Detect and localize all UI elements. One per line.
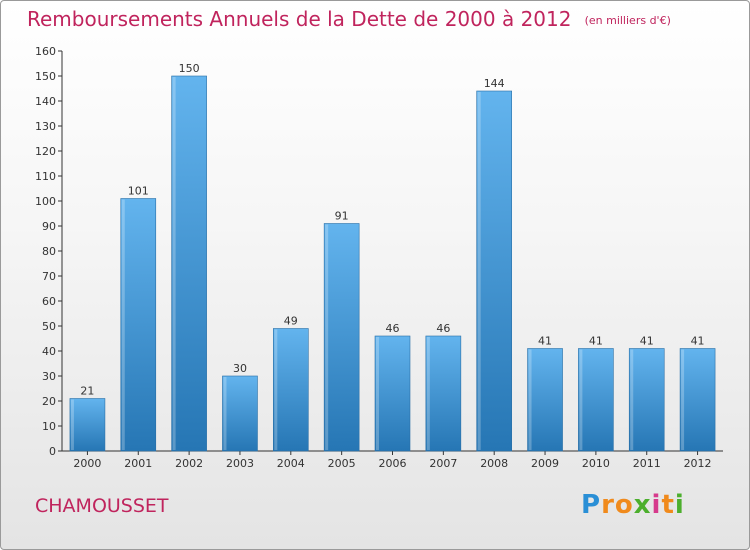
bar-highlight — [579, 349, 583, 450]
x-tick-label-2006: 2006 — [379, 457, 407, 470]
y-tick-label: 60 — [42, 295, 56, 308]
axis-layer: 0 10 20 30 40 50 60 70 80 90 100 110 120 130 140 150 160… — [35, 45, 723, 470]
brand-letter: t — [661, 490, 675, 520]
brand-letter: i — [674, 490, 685, 520]
y-tick-label: 70 — [42, 270, 56, 283]
data-label-2006: 46 — [386, 322, 400, 335]
chart-title: Remboursements Annuels de la Dette de 20… — [27, 7, 572, 31]
data-label-2001: 101 — [128, 185, 149, 198]
bar-2006 — [374, 335, 411, 452]
data-label-2011: 41 — [640, 335, 654, 348]
y-tick-label: 10 — [42, 420, 56, 433]
x-tick-label-2005: 2005 — [328, 457, 356, 470]
bar-highlight — [477, 92, 481, 450]
place-name: CHAMOUSSET — [35, 495, 169, 517]
y-tick-label: 90 — [42, 220, 56, 233]
bar-2001 — [120, 198, 157, 452]
y-tick-label: 150 — [35, 70, 56, 83]
x-tick-label-2001: 2001 — [124, 457, 152, 470]
x-tick-label-2007: 2007 — [429, 457, 457, 470]
bar-highlight — [274, 329, 278, 450]
brand-logo: Proxiti — [581, 490, 685, 520]
y-tick-label: 160 — [35, 45, 56, 58]
title-row: Remboursements Annuels de la Dette de 20… — [27, 7, 671, 31]
data-label-2012: 41 — [691, 335, 705, 348]
bar-highlight — [528, 349, 532, 450]
bar-highlight — [681, 349, 685, 450]
x-tick-label-2010: 2010 — [582, 457, 610, 470]
bar-2005 — [323, 223, 360, 452]
bar-2010 — [578, 348, 614, 452]
data-label-2003: 30 — [233, 362, 247, 375]
data-label-2002: 150 — [179, 62, 200, 75]
y-tick-label: 120 — [35, 145, 56, 158]
data-label-2010: 41 — [589, 335, 603, 348]
data-label-2005: 91 — [335, 210, 349, 223]
chart-subtitle: (en milliers d'€) — [584, 14, 671, 27]
y-tick-label: 100 — [35, 195, 56, 208]
bar-highlight — [70, 399, 74, 450]
bar-highlight — [325, 224, 329, 450]
bar-highlight — [376, 337, 379, 450]
bar-2000 — [69, 398, 106, 452]
bar-2002 — [171, 75, 207, 452]
bar-highlight — [426, 337, 430, 450]
x-tick-label-2004: 2004 — [277, 457, 305, 470]
y-tick-label: 130 — [35, 120, 56, 133]
bar-highlight — [630, 349, 634, 450]
y-tick-label: 0 — [49, 445, 56, 458]
brand-letter: r — [601, 490, 615, 520]
y-tick-label: 80 — [42, 245, 56, 258]
data-label-2008: 144 — [484, 77, 505, 90]
bar-2008 — [476, 90, 512, 452]
x-tick-label-2000: 2000 — [73, 457, 101, 470]
brand-letter: P — [581, 490, 602, 520]
brand-letter: x — [633, 490, 652, 520]
bar-2009 — [527, 348, 563, 452]
bar-2012 — [679, 348, 716, 452]
y-tick-label: 30 — [42, 370, 56, 383]
x-tick-label-2012: 2012 — [684, 457, 712, 470]
y-tick-label: 110 — [35, 170, 56, 183]
x-tick-label-2002: 2002 — [175, 457, 203, 470]
data-label-2000: 21 — [80, 385, 94, 398]
x-tick-label-2009: 2009 — [531, 457, 559, 470]
y-tick-label: 20 — [42, 395, 56, 408]
bar-highlight — [223, 377, 227, 450]
bar-2003 — [222, 375, 258, 452]
bar-highlight — [121, 199, 125, 450]
x-tick-label-2003: 2003 — [226, 457, 254, 470]
bar-2007 — [425, 335, 462, 452]
x-tick-label-2011: 2011 — [633, 457, 661, 470]
data-label-2009: 41 — [538, 335, 552, 348]
bar-highlight — [172, 77, 176, 450]
bar-2004 — [273, 328, 309, 452]
brand-letter: o — [614, 490, 634, 520]
bar-2011 — [628, 348, 665, 452]
x-tick-label-2008: 2008 — [480, 457, 508, 470]
y-tick-label: 140 — [35, 95, 56, 108]
brand-letter: i — [651, 490, 662, 520]
y-tick-label: 40 — [42, 345, 56, 358]
data-label-2007: 46 — [436, 322, 450, 335]
data-label-2004: 49 — [284, 315, 298, 328]
bar-layer: 21 101 150 30 49 91 46 46 144 41 41 41 41 — [69, 62, 716, 452]
y-tick-label: 50 — [42, 320, 56, 333]
